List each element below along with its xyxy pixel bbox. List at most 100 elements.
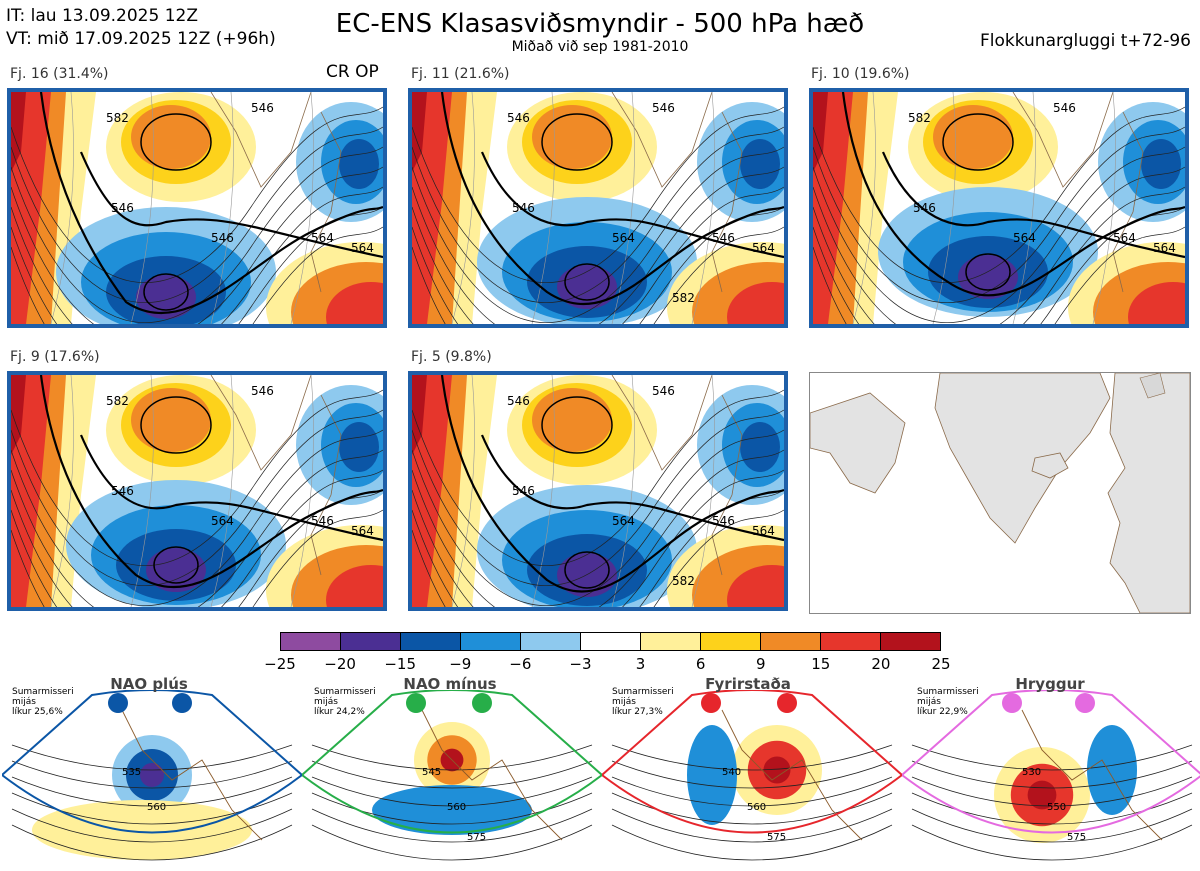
meridian-line [290,92,314,324]
meridian-line [852,92,876,324]
regime-contour-label: 575 [467,832,486,843]
bold-height-contour [79,434,383,542]
contour-label: 582 [672,574,695,588]
bold-height-contour [440,375,784,593]
warm-anomaly-greenland-core [131,388,211,452]
colorbar-segment [761,633,821,650]
panel-label-5: Fj. 5 (9.8%) [411,349,492,365]
meridian-line [451,92,475,324]
regime-marker-nao-minus [472,693,492,713]
regime-title-nao-plus: NAO plús [110,675,188,693]
regime-height-contour [911,808,1193,843]
bold-height-contour [39,92,383,315]
height-contour [11,509,383,607]
greenland-landmass [934,373,1111,544]
regime-fan-outline [602,690,902,834]
regime-height-contour [611,760,893,789]
height-contour [11,389,383,566]
high-center-contour [942,113,1014,171]
height-contour [813,106,1185,283]
regime-map-nao-plus: 535 560 [2,690,302,870]
regime-contour-label: 560 [147,802,166,813]
regime-contour-label: 535 [122,767,141,778]
meridian-line [691,375,715,607]
regime-height-contour [911,760,1193,789]
cluster-map-2: 546 546 546 564 564 546 582 [408,88,788,328]
cold-anomaly-scandinavia-core [1141,139,1181,189]
anomaly-colorbar [280,632,941,651]
height-contour [11,166,383,324]
contour-label: 564 [311,231,334,245]
very-strong-warm-anomaly [11,375,26,455]
very-strong-warm-anomaly [412,92,427,172]
colorbar-tick-label: 15 [811,655,831,673]
colorbar-segment [521,633,581,650]
regime-height-contour [11,760,293,789]
colorbar-segment [401,633,461,650]
cold-anomaly-scandinavia-core [740,422,780,472]
contour-label: 582 [908,111,931,125]
regime-fan-outline [2,690,302,834]
control-run-tag: CR OP [326,62,379,82]
coastline [210,92,312,188]
height-contour [11,126,383,303]
height-contour [412,166,784,324]
weak-warm-anomaly [853,92,898,324]
valid-time: VT: mið 17.09.2025 12Z (+96h) [6,29,276,49]
regime-contour-label: 560 [747,802,766,813]
contour-label: 564 [1113,231,1136,245]
contour-label: 582 [672,291,695,305]
low-center-contour [564,263,610,301]
coastline [310,394,342,576]
colorbar-segment [341,633,401,650]
classification-window: Flokkunargluggi t+72-96 [979,31,1191,51]
cluster-map-5: 546 546 546 564 564 546 582 [408,371,788,611]
regime-height-contour [11,792,293,825]
base-map [809,372,1191,614]
regime-contour-label: 540 [722,767,741,778]
colorbar-segment [461,633,521,650]
contour-label: 564 [351,524,374,538]
contour-label: 564 [1153,241,1176,255]
meridian-line [611,375,635,607]
warm-anomaly-greenland-core [131,105,211,169]
colorbar-tick-label: 20 [871,655,891,673]
height-contour [11,146,383,323]
regime-anomaly-core [763,756,791,784]
colorbar-tick-label: −3 [569,655,592,673]
meridian-line [1012,92,1036,324]
cluster-map-3: 546 546 564 564 564 582 [809,88,1189,328]
low-center-contour [143,273,189,311]
warm-anomaly-europe-core [326,282,383,324]
coastline [210,375,312,471]
contour-label: 582 [106,111,129,125]
contour-label: 546 [512,201,535,215]
height-contour [11,469,383,607]
warm-anomaly-europe-core [1128,282,1185,324]
regime-height-contour [311,824,593,861]
regime-height-contour [11,776,293,807]
regime-contour-label: 530 [1022,767,1041,778]
regime-map-nao-minus: 545 560 575 [302,690,602,870]
regime-height-contour [611,776,893,807]
colorbar-segment [701,633,761,650]
regime-anomaly [687,725,737,825]
contour-label: 546 [652,384,675,398]
very-strong-warm-anomaly [11,92,26,172]
colorbar-segment [641,633,701,650]
iceland-landmass [1031,452,1069,479]
svalbard-landmass [1139,373,1166,399]
regime-fan-outline [302,690,602,834]
colorbar-segment [821,633,881,650]
height-contour [412,449,784,607]
regime-title-ridge: Hryggur [1015,675,1085,693]
contour-label: 564 [1013,231,1036,245]
contour-label: 564 [211,514,234,528]
panel-label-3: Fj. 10 (19.6%) [811,66,910,82]
warm-anomaly-europe-core [727,282,784,324]
regime-map-ridge: 530 550 575 [902,690,1200,870]
height-contour [412,226,784,324]
height-contour [11,429,383,606]
regime-height-contour [611,792,893,825]
canada-landmass [810,392,906,494]
